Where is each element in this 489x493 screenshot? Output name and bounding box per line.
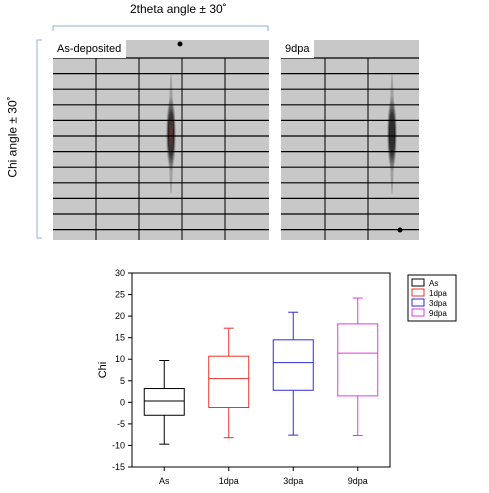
y-tick-label: 25 <box>115 290 125 300</box>
plot-frame <box>131 272 391 468</box>
iqr-box <box>208 355 250 409</box>
iqr-box <box>337 323 379 397</box>
iqr-box <box>143 388 185 416</box>
legend-swatch <box>411 298 425 307</box>
box-1dpa <box>208 327 250 439</box>
detector-panel-9dpa: 9dpa <box>281 40 419 240</box>
x-tick-label: 9dpa <box>348 476 368 486</box>
y-tick-label: -15 <box>112 462 125 472</box>
y-tick-label: -10 <box>112 440 125 450</box>
y-tick-label: 5 <box>120 376 125 386</box>
legend-swatch <box>411 278 425 287</box>
y-tick-label: 20 <box>115 311 125 321</box>
diffraction-streak <box>387 96 397 172</box>
y-tick-label: 10 <box>115 354 125 364</box>
top-axis-label: 2theta angle ± 30˚ <box>130 2 227 16</box>
top-bracket <box>52 25 269 31</box>
y-tick-label: 15 <box>115 333 125 343</box>
y-axis-label: Chi <box>97 362 109 379</box>
legend-label: 9dpa <box>429 309 447 318</box>
left-axis-label: Chi angle ± 30˚ <box>5 96 20 178</box>
diffraction-streak-tail <box>390 74 394 194</box>
panel-label: 9dpa <box>281 40 315 58</box>
y-tick-label: 30 <box>115 268 125 278</box>
x-tick-label: 3dpa <box>283 476 303 486</box>
legend-label: 1dpa <box>429 289 447 298</box>
legend-box <box>407 274 457 322</box>
y-tick-label: 0 <box>120 397 125 407</box>
legend-label: 3dpa <box>429 299 447 308</box>
y-tick-label: -5 <box>117 419 125 429</box>
box-3dpa <box>272 311 314 436</box>
box-As <box>143 360 185 445</box>
diffraction-streak-tail <box>169 74 173 194</box>
left-bracket <box>36 39 42 239</box>
box-9dpa <box>337 297 379 437</box>
iqr-box <box>272 339 314 391</box>
diffraction-streak <box>166 96 176 172</box>
panel-label: As-deposited <box>53 40 127 58</box>
legend-swatch <box>411 308 425 317</box>
x-tick-label: As <box>159 476 170 486</box>
detector-grid <box>53 41 269 240</box>
hot-pixel <box>177 41 183 47</box>
legend-swatch <box>411 288 425 297</box>
detector-panel-as-deposited: As-deposited <box>53 40 269 240</box>
legend-label: As <box>429 279 438 288</box>
detector-grid <box>281 57 419 240</box>
x-tick-label: 1dpa <box>219 476 239 486</box>
